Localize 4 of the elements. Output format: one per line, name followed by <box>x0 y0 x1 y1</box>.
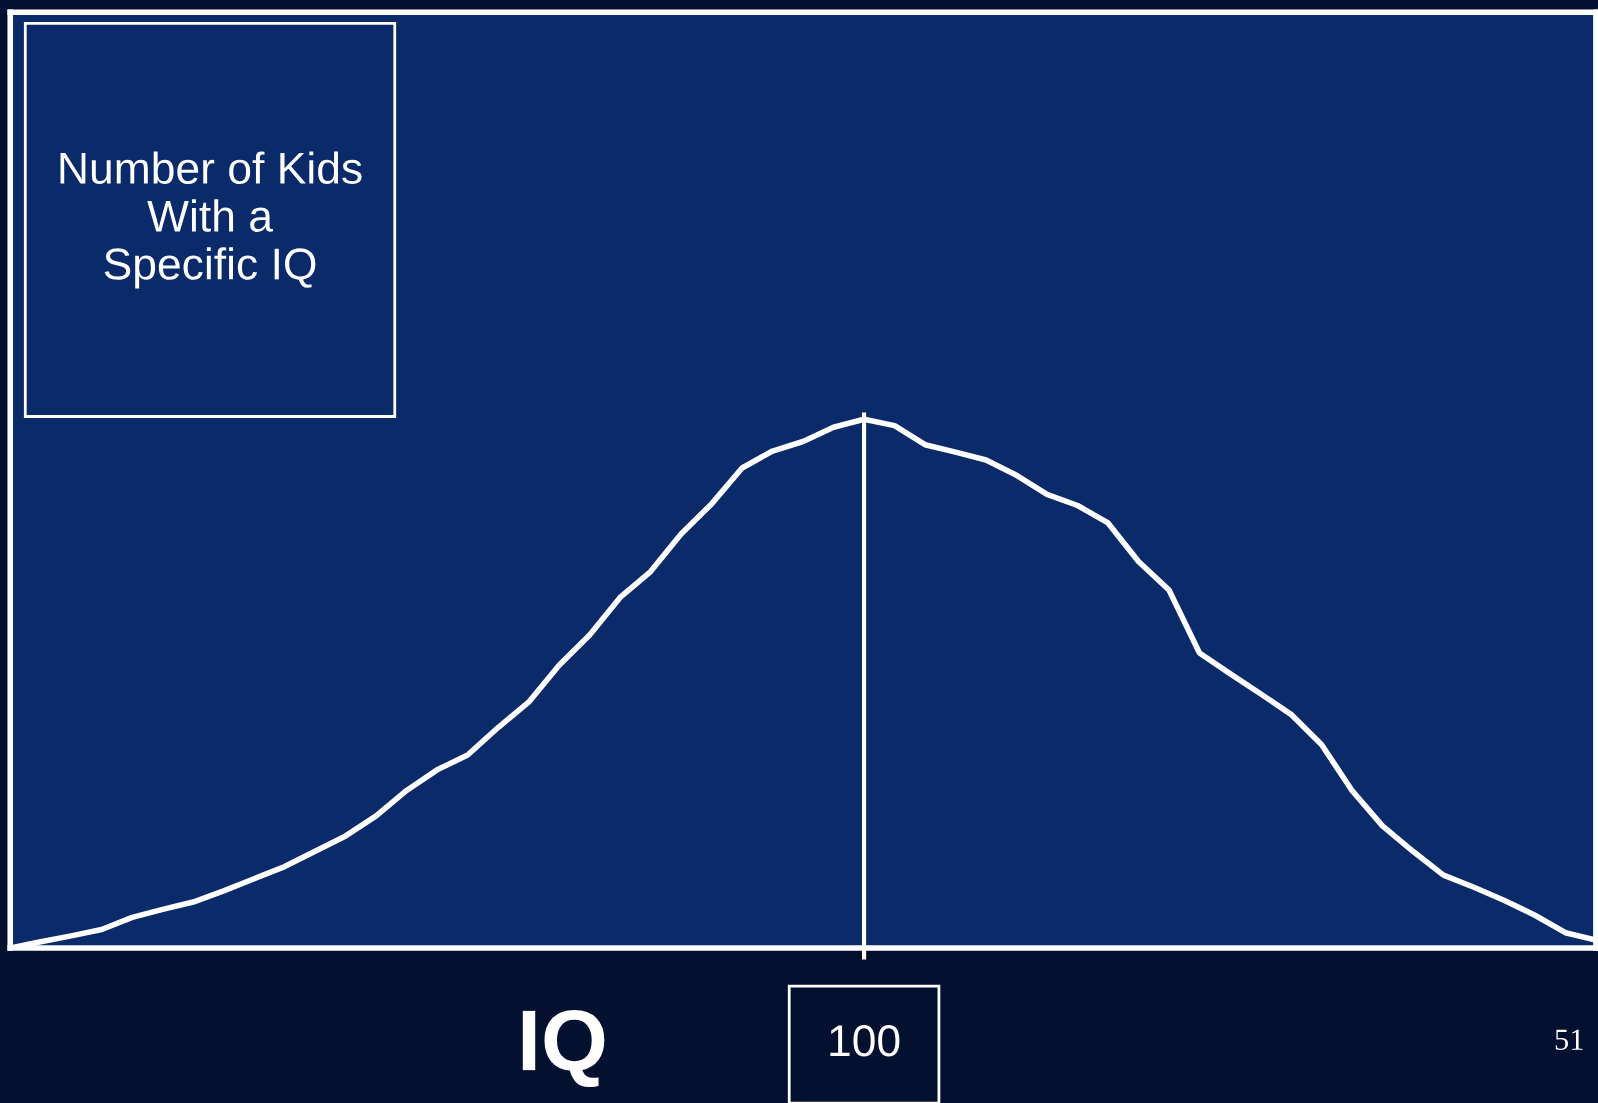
text: 100 <box>830 1025 900 1057</box>
x-axis-title: IQ <box>522 1009 605 1088</box>
text: 51 <box>1555 1029 1583 1050</box>
text: Number of Kids With a Specific IQ <box>60 151 362 289</box>
